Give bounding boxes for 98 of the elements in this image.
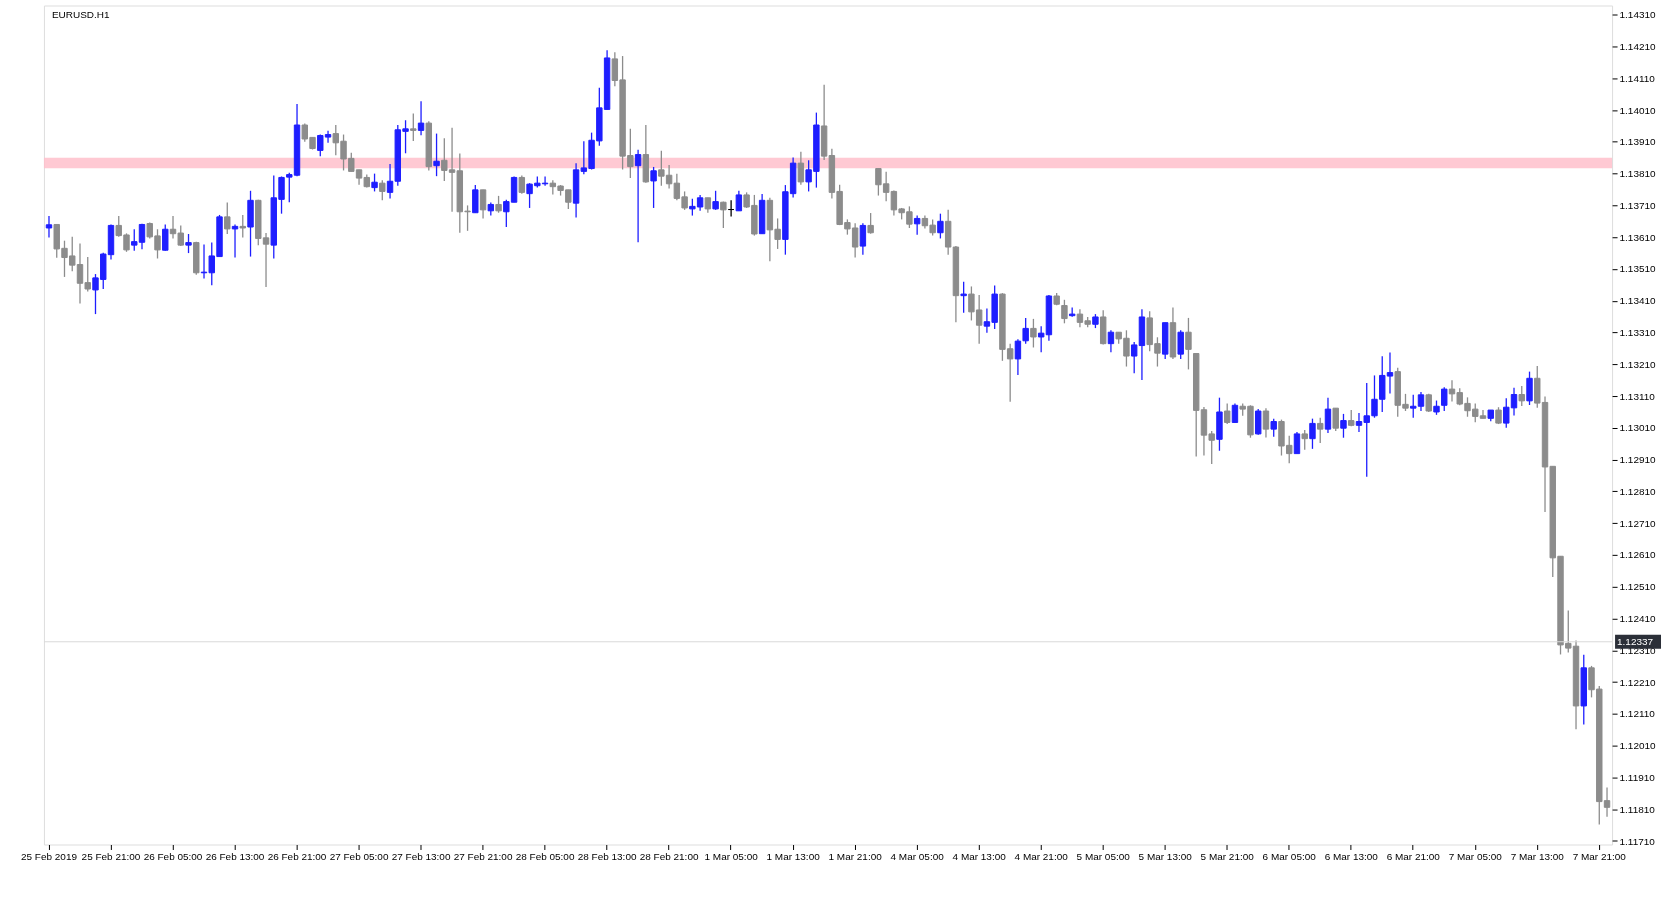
x-tick-label: 5 Mar 13:00 [1138, 850, 1193, 862]
candlestick [1518, 385, 1525, 407]
candlestick [712, 190, 719, 211]
x-tick-label: 25 Feb 2019 [20, 850, 78, 862]
y-tick-label: 1.13810 [1619, 168, 1657, 180]
x-tick-label: 6 Mar 13:00 [1324, 850, 1379, 862]
y-tick-label: 1.13010 [1619, 422, 1657, 434]
candlestick [1270, 418, 1277, 438]
y-tick-label: 1.13210 [1619, 358, 1657, 370]
candlestick [1340, 413, 1347, 439]
x-tick-label: 1 Mar 21:00 [828, 850, 883, 862]
candlestick [937, 213, 944, 240]
candlestick [162, 223, 169, 252]
candlestick [1526, 370, 1533, 406]
x-tick-label: 4 Mar 21:00 [1014, 850, 1069, 862]
x-tick-label: 27 Feb 13:00 [391, 850, 451, 862]
x-tick-label: 1 Mar 13:00 [766, 850, 821, 862]
candlestick [185, 233, 192, 254]
y-tick-label: 1.13310 [1619, 327, 1657, 339]
candlestick [433, 132, 440, 177]
y-tick-label: 1.13410 [1619, 295, 1657, 307]
candlestick [231, 223, 239, 259]
candlestick [735, 190, 743, 212]
x-tick-label: 4 Mar 05:00 [890, 850, 945, 862]
candlestick [224, 201, 231, 235]
candlestick [960, 281, 967, 314]
ref-line-label: 1.12337 [1617, 635, 1654, 647]
x-tick-label: 7 Mar 21:00 [1572, 850, 1627, 862]
y-tick-label: 1.13510 [1619, 263, 1657, 275]
candlestick [913, 214, 921, 236]
candlestick [410, 112, 417, 142]
candlestick [1185, 317, 1192, 371]
x-tick-label: 25 Feb 21:00 [81, 850, 141, 862]
x-tick-label: 26 Feb 13:00 [205, 850, 265, 862]
candlestick [859, 222, 867, 256]
candlestick [1030, 318, 1037, 349]
y-tick-label: 1.12010 [1619, 740, 1657, 752]
candlestick [1223, 402, 1231, 425]
candlestick [650, 166, 657, 209]
y-tick-label: 1.12410 [1619, 613, 1657, 625]
candlestick [417, 100, 425, 136]
x-tick-label: 26 Feb 05:00 [143, 850, 203, 862]
y-tick-label: 1.12110 [1619, 708, 1656, 720]
y-tick-label: 1.12710 [1619, 517, 1657, 529]
y-tick-label: 1.11810 [1619, 803, 1656, 815]
candlestick [1107, 329, 1115, 353]
y-tick-label: 1.14010 [1619, 104, 1657, 116]
candlestick [1061, 299, 1068, 324]
y-tick-label: 1.12910 [1619, 454, 1657, 466]
candlestick [1293, 431, 1301, 455]
candlestick [239, 214, 246, 239]
x-tick-label: 27 Feb 05:00 [329, 850, 389, 862]
x-tick-label: 6 Mar 05:00 [1262, 850, 1317, 862]
x-tick-label: 7 Mar 13:00 [1510, 850, 1565, 862]
candlestick [1262, 407, 1270, 439]
candlestick [1301, 429, 1308, 451]
x-tick-label: 28 Feb 13:00 [577, 850, 637, 862]
y-tick-label: 1.14210 [1619, 41, 1657, 53]
candlestick [1177, 329, 1184, 360]
x-tick-label: 5 Mar 21:00 [1200, 850, 1255, 862]
candlestick [472, 184, 479, 214]
x-tick-label: 26 Feb 21:00 [267, 850, 327, 862]
candlestick [1231, 402, 1239, 424]
y-tick-label: 1.11710 [1619, 835, 1656, 847]
y-tick-label: 1.14110 [1619, 72, 1656, 84]
candlestick [634, 149, 642, 243]
x-tick-label: 7 Mar 05:00 [1448, 850, 1503, 862]
y-tick-label: 1.13910 [1619, 136, 1657, 148]
chart-title: EURUSD.H1 [51, 9, 110, 21]
candlestick [45, 215, 53, 239]
y-tick-label: 1.13610 [1619, 231, 1657, 243]
x-tick-label: 28 Feb 05:00 [515, 850, 575, 862]
candlestick [797, 151, 805, 186]
x-tick-label: 1 Mar 05:00 [704, 850, 759, 862]
candlestick [1332, 407, 1339, 432]
x-tick-label: 5 Mar 05:00 [1076, 850, 1131, 862]
y-tick-label: 1.13110 [1619, 390, 1656, 402]
x-tick-label: 27 Feb 21:00 [453, 850, 513, 862]
y-tick-label: 1.12210 [1619, 676, 1657, 688]
x-tick-label: 6 Mar 21:00 [1386, 850, 1441, 862]
x-tick-label: 28 Feb 21:00 [639, 850, 699, 862]
candlestick [1317, 417, 1324, 444]
y-tick-label: 1.12510 [1619, 581, 1657, 593]
candlestick [1309, 418, 1316, 450]
y-tick-label: 1.12810 [1619, 485, 1657, 497]
candlestick [720, 200, 727, 229]
candlestick [867, 212, 874, 235]
y-tick-label: 1.14310 [1619, 9, 1657, 21]
x-tick-label: 4 Mar 13:00 [952, 850, 1007, 862]
y-tick-label: 1.12610 [1619, 549, 1657, 561]
y-tick-label: 1.11910 [1619, 771, 1656, 783]
y-tick-label: 1.13710 [1619, 199, 1657, 211]
candlestick [379, 179, 386, 201]
candlestick [1255, 408, 1262, 436]
candlestick [479, 189, 487, 220]
candlestick [1441, 386, 1448, 412]
candlestick [1324, 397, 1332, 434]
candlestick [518, 174, 526, 195]
